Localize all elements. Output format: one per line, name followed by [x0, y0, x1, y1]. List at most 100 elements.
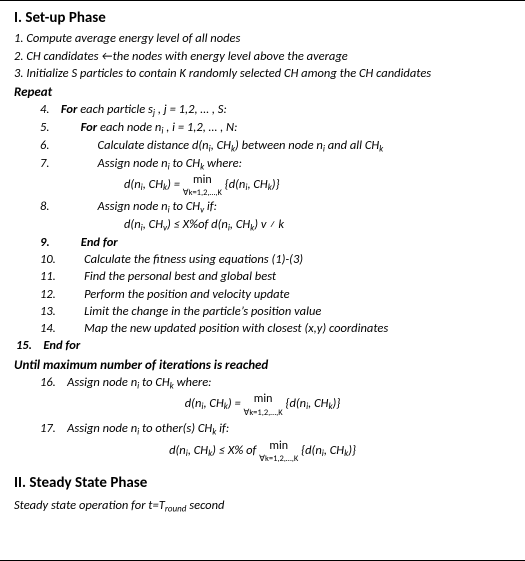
step-6-text-a: Calculate distance d(n	[98, 138, 209, 153]
eq7-a: d(n	[124, 177, 141, 192]
repeat-keyword: Repeat	[14, 85, 511, 100]
step-9: 9. End for	[14, 235, 511, 251]
eq17-f: )}	[348, 443, 356, 458]
step-6-text-b: , CH	[211, 138, 231, 153]
step-10-text: Calculate the fitness using equations (1…	[84, 252, 303, 267]
eq17-a: d(n	[169, 443, 186, 458]
min-bot-17: ∀k=1,2,…,K	[259, 454, 298, 464]
steady-state-text: Steady state operation for t=Tround seco…	[14, 498, 511, 514]
footer-sub: round	[165, 503, 187, 514]
step-4-text-a: each particle s	[80, 102, 153, 117]
step-15: 15. End for	[14, 338, 511, 354]
eq8-e: ) v ≠ k	[254, 217, 284, 232]
step-14-num: 14.	[40, 321, 56, 336]
eq17-e: , CH	[324, 443, 344, 458]
phase-1-heading: I. Set-up Phase	[14, 9, 511, 27]
step-17-num: 17.	[40, 421, 56, 436]
step-5-text-a: each node n	[100, 120, 161, 135]
step-7-num: 7.	[40, 156, 50, 171]
step-12-text: Perform the position and velocity update	[84, 287, 290, 302]
eq17-b: , CH	[188, 443, 208, 458]
step-5-num: 5.	[40, 120, 50, 135]
eq8-b: , CH	[143, 217, 163, 232]
step-15-num: 15.	[16, 338, 32, 353]
min-bot: ∀k=1,2,…,K	[183, 188, 222, 198]
step-6-text-d: and all CH	[325, 138, 379, 153]
step-17-text-c: if:	[216, 421, 229, 436]
equation-8: d(ni, CHv) ≤ X%of d(ni, CHk) v ≠ k	[14, 217, 511, 234]
for-keyword-inner: For	[81, 120, 100, 135]
step-5: 5. For each node ni , i = 1,2, … , N:	[14, 120, 511, 137]
eq8-c: ) ≤ X%of d(n	[167, 217, 228, 232]
eq17-d: {d(n	[301, 443, 322, 458]
eq7-b: , CH	[143, 177, 163, 192]
eq7-e: , CH	[247, 177, 267, 192]
footer-text-a: Steady state operation for t=T	[14, 498, 165, 513]
step-4: 4. For each particle sj , j = 1,2, … , S…	[14, 102, 511, 119]
eq7-d: {d(n	[225, 177, 246, 192]
step-16: 16. Assign node ni to CHk where:	[14, 375, 511, 392]
eq17-c: ) ≤ X% of	[212, 443, 259, 458]
step-6-text-c: ) between node n	[235, 138, 323, 153]
eq8-d: , CH	[230, 217, 250, 232]
until-keyword: Until maximum number of iterations is re…	[14, 358, 511, 373]
step-6: 6. Calculate distance d(ni, CHk) between…	[14, 138, 511, 155]
min-operator: min ∀k=1,2,…,K	[183, 174, 222, 198]
step-7-text-a: Assign node n	[98, 156, 168, 171]
algorithm-box: I. Set-up Phase 1. Compute average energ…	[0, 0, 525, 561]
equation-7: d(ni, CHk) = min ∀k=1,2,…,K {d(ni, CHk)}	[14, 174, 511, 198]
step-16-text-b: to CH	[139, 375, 169, 390]
eq16-f: )}	[333, 396, 341, 411]
step-17: 17. Assign node ni to other(s) CHk if:	[14, 421, 511, 438]
eq7-c: ) =	[167, 177, 183, 192]
step-13-num: 13.	[40, 304, 56, 319]
min-operator-17: min ∀k=1,2,…,K	[259, 440, 298, 464]
step-17-text-b: to other(s) CH	[139, 421, 212, 436]
setup-step-3: 3. Initialize S particles to contain K r…	[14, 66, 511, 82]
step-13: 13. Limit the change in the particle’s p…	[14, 304, 511, 320]
min-bot-16: ∀k=1,2,…,K	[244, 408, 283, 418]
step-8-text-a: Assign node n	[98, 199, 168, 214]
equation-16: d(ni, CHk) = min ∀k=1,2,…,K {d(ni, CHk)}	[14, 393, 511, 417]
step-14-text: Map the new updated position with closes…	[84, 321, 388, 336]
step-16-text-a: Assign node n	[67, 375, 137, 390]
end-for-outer: End for	[43, 338, 80, 353]
step-4-num: 4.	[40, 102, 50, 117]
step-7-text-b: to CH	[170, 156, 200, 171]
step-10-num: 10.	[40, 252, 56, 267]
end-for-inner: End for	[81, 235, 118, 250]
min-top-16: min	[254, 392, 273, 406]
phase-2-heading: II. Steady State Phase	[14, 474, 511, 492]
min-operator-16: min ∀k=1,2,…,K	[244, 393, 283, 417]
step-11: 11. Find the personal best and global be…	[14, 269, 511, 285]
step-12-num: 12.	[40, 287, 56, 302]
step-16-text-c: where:	[174, 375, 212, 390]
equation-17: d(ni, CHk) ≤ X% of min ∀k=1,2,…,K {d(ni,…	[14, 440, 511, 464]
step-8-num: 8.	[40, 199, 50, 214]
min-top: min	[193, 173, 212, 187]
step-8-text-c: if:	[204, 199, 217, 214]
eq16-a: d(n	[185, 396, 202, 411]
eq7-f: )}	[272, 177, 280, 192]
eq16-d: {d(n	[286, 396, 307, 411]
subscript-k-6b: k	[379, 143, 383, 154]
step-8: 8. Assign node ni to CHv if:	[14, 199, 511, 216]
eq16-c: ) =	[228, 396, 244, 411]
eq16-b: , CH	[203, 396, 223, 411]
setup-step-2: 2. CH candidates ←the nodes with energy …	[14, 49, 511, 65]
step-16-num: 16.	[40, 375, 56, 390]
step-9-num: 9.	[40, 235, 50, 250]
for-keyword: For	[61, 102, 80, 117]
step-6-num: 6.	[40, 138, 50, 153]
eq16-e: , CH	[308, 396, 328, 411]
eq8-a: d(n	[124, 217, 141, 232]
step-7: 7. Assign node ni to CHk where:	[14, 156, 511, 173]
step-7-text-c: where:	[204, 156, 242, 171]
step-8-text-b: to CH	[170, 199, 200, 214]
setup-step-1: 1. Compute average energy level of all n…	[14, 31, 511, 47]
step-13-text: Limit the change in the particle’s posit…	[84, 304, 321, 319]
step-17-text-a: Assign node n	[67, 421, 137, 436]
min-top-17: min	[269, 439, 288, 453]
footer-text-b: second	[186, 498, 224, 513]
step-12: 12. Perform the position and velocity up…	[14, 287, 511, 303]
